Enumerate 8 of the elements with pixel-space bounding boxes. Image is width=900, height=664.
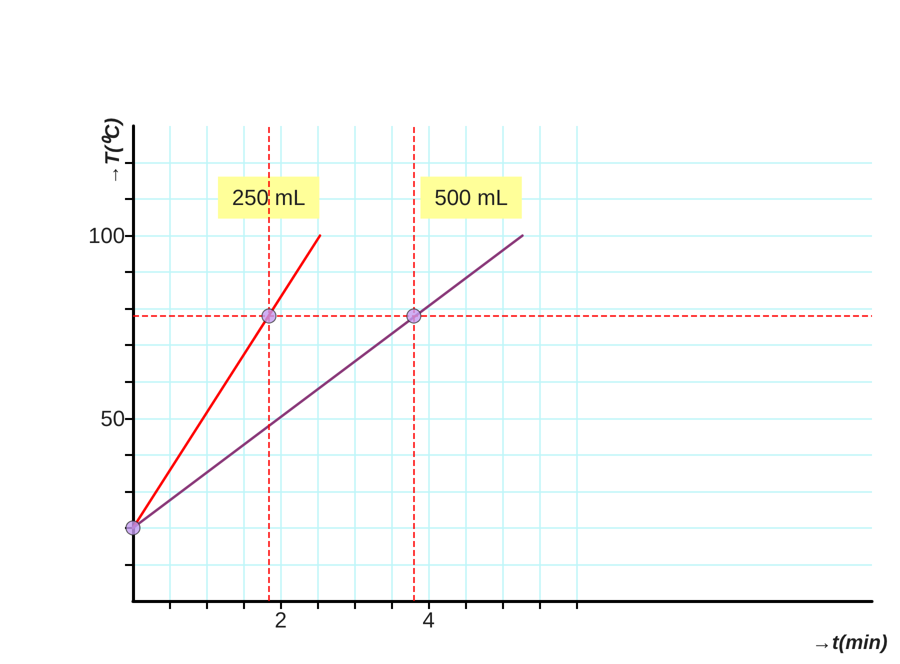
x-tick-label: 2 xyxy=(274,608,287,632)
y-tick-label: 50 xyxy=(100,406,125,431)
series-label: 250 mL xyxy=(232,185,306,210)
y-axis-title: →T(⁰C) xyxy=(101,118,124,185)
x-tick-label: 4 xyxy=(422,608,435,632)
y-tick-label: 100 xyxy=(88,223,125,248)
x-axis-title: →t(min) xyxy=(812,632,888,654)
series-label: 500 mL xyxy=(434,185,508,210)
